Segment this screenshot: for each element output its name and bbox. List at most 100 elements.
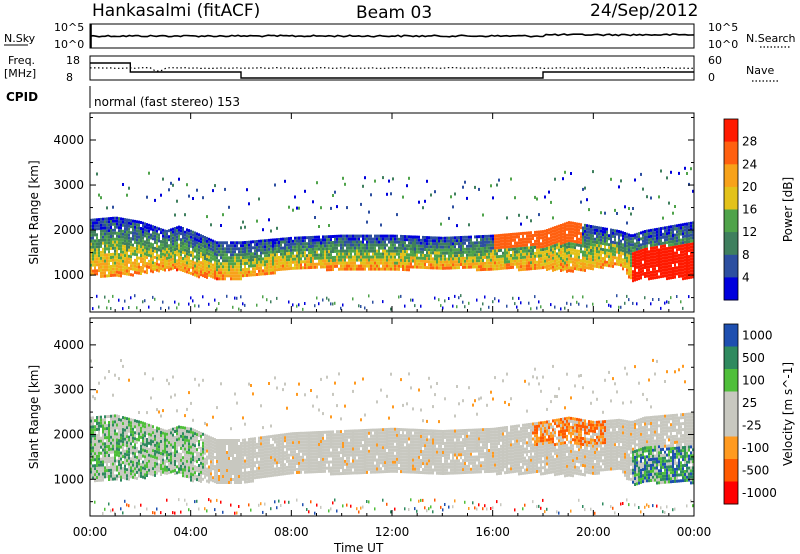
power-cell bbox=[430, 263, 432, 267]
power-cell bbox=[690, 257, 692, 261]
vel-cell bbox=[124, 428, 126, 432]
power-cell bbox=[276, 250, 278, 254]
power-cell bbox=[328, 253, 330, 257]
power-cell bbox=[394, 258, 396, 262]
power-cell bbox=[416, 259, 418, 263]
power-cell bbox=[96, 251, 98, 255]
vel-scatter-cell bbox=[108, 370, 110, 373]
power-cell bbox=[456, 263, 458, 267]
power-cell bbox=[170, 228, 172, 232]
freq-right-tick-bottom: 0 bbox=[708, 71, 715, 84]
vel-cell bbox=[148, 435, 150, 439]
power-cell bbox=[656, 257, 658, 261]
power-cell bbox=[518, 256, 520, 260]
vel-cell bbox=[100, 472, 102, 476]
power-cell bbox=[104, 274, 106, 278]
power-cell bbox=[580, 262, 582, 266]
vel-cell bbox=[134, 425, 136, 429]
power-cell bbox=[288, 237, 290, 241]
colorbar-segment bbox=[724, 209, 738, 233]
power-cell bbox=[178, 237, 180, 241]
power-cell bbox=[418, 265, 420, 269]
vel-cell bbox=[108, 451, 110, 454]
power-speckle-cell bbox=[160, 306, 162, 310]
power-cell bbox=[138, 238, 140, 242]
power-cell bbox=[658, 263, 660, 267]
power-cell bbox=[556, 228, 558, 232]
power-scatter-cell bbox=[452, 205, 454, 209]
power-cell bbox=[120, 268, 122, 272]
vel-cell bbox=[152, 431, 154, 435]
vel-cell bbox=[112, 456, 114, 460]
power-cell bbox=[586, 239, 588, 243]
power-cell bbox=[612, 258, 614, 262]
vel-cell bbox=[110, 471, 112, 475]
power-cell bbox=[414, 238, 416, 242]
power-cell bbox=[510, 233, 512, 236]
vel-cell bbox=[120, 460, 122, 464]
power-cell bbox=[326, 247, 328, 251]
power-cell bbox=[436, 257, 438, 261]
power-cell bbox=[274, 268, 276, 272]
power-cell bbox=[196, 253, 198, 257]
power-cell bbox=[236, 277, 238, 281]
power-cell bbox=[622, 231, 624, 235]
power-cell bbox=[664, 238, 666, 242]
power-cell bbox=[450, 254, 452, 258]
power-cell bbox=[658, 254, 660, 258]
power-cell bbox=[248, 258, 250, 262]
power-cell bbox=[510, 263, 512, 266]
power-cell bbox=[560, 269, 562, 272]
vel-cell bbox=[124, 461, 126, 465]
power-cell bbox=[360, 258, 362, 262]
power-cell bbox=[408, 256, 410, 260]
power-cell bbox=[540, 233, 542, 237]
power-cell bbox=[436, 242, 438, 246]
power-cell bbox=[152, 234, 154, 238]
power-cell bbox=[608, 255, 610, 259]
vel-cell bbox=[138, 423, 140, 427]
power-cell bbox=[692, 275, 694, 279]
power-cell bbox=[318, 259, 320, 263]
power-cell bbox=[212, 263, 214, 267]
power-cell bbox=[312, 250, 314, 254]
power-cell bbox=[224, 268, 226, 272]
power-cell bbox=[628, 254, 630, 258]
vel-cell bbox=[132, 469, 134, 473]
power-cell bbox=[308, 251, 310, 255]
power-cell bbox=[342, 261, 344, 265]
power-cell bbox=[648, 274, 650, 278]
power-cell bbox=[432, 242, 434, 246]
power-cell bbox=[390, 237, 392, 241]
vel-cell bbox=[118, 424, 120, 428]
power-cell bbox=[116, 237, 118, 241]
power-cell bbox=[378, 243, 380, 247]
power-cell bbox=[594, 231, 596, 235]
power-cell bbox=[612, 231, 614, 235]
power-cell bbox=[506, 242, 508, 246]
power-cell bbox=[404, 262, 406, 266]
power-cell bbox=[180, 238, 182, 242]
colorbar-tick-label: 12 bbox=[742, 225, 757, 239]
power-cell bbox=[686, 258, 688, 262]
power-cell bbox=[684, 264, 686, 268]
power-cell bbox=[178, 252, 180, 256]
power-cell bbox=[138, 247, 140, 251]
power-cell bbox=[648, 241, 650, 245]
power-cell bbox=[504, 233, 506, 237]
power-cell bbox=[642, 251, 644, 255]
power-cell bbox=[472, 265, 474, 269]
power-cell bbox=[398, 246, 400, 250]
power-cell bbox=[624, 247, 626, 250]
vel-cell bbox=[112, 426, 114, 430]
power-cell bbox=[676, 224, 678, 228]
power-cell bbox=[570, 230, 572, 234]
power-cell bbox=[198, 233, 200, 237]
power-cell bbox=[138, 271, 140, 275]
power-cell bbox=[176, 259, 178, 263]
power-cell bbox=[158, 257, 160, 261]
power-cell bbox=[190, 238, 192, 242]
power-cell bbox=[268, 268, 270, 272]
power-cell bbox=[410, 253, 412, 257]
vel-cell bbox=[114, 441, 116, 445]
